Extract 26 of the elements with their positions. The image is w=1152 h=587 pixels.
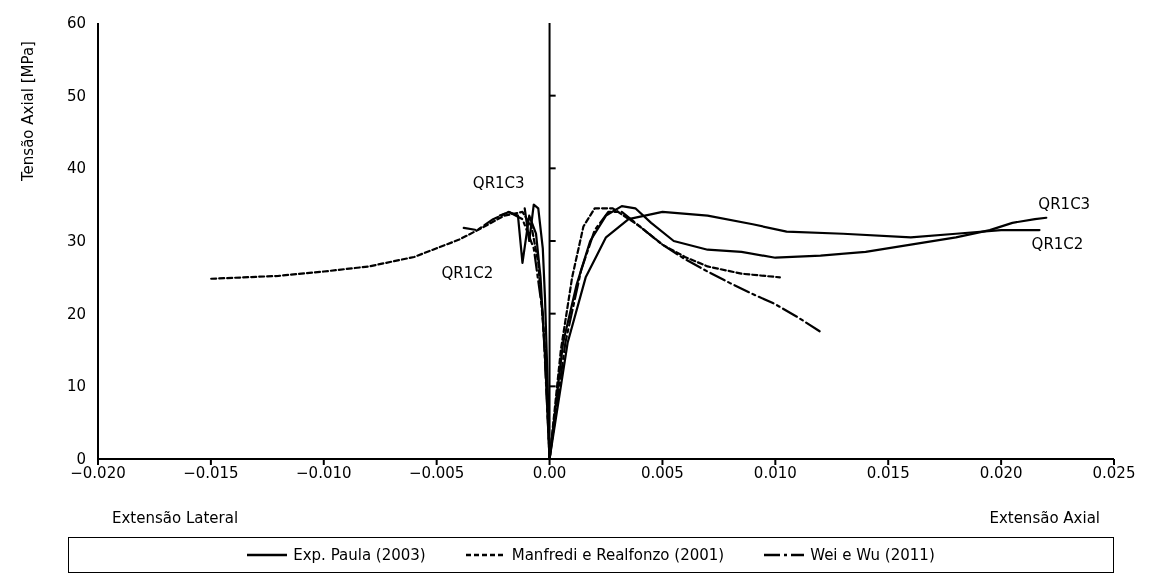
x-tick-label: −0.010	[296, 463, 352, 482]
annotation: QR1C3	[472, 173, 525, 192]
annotation: QR1C2	[1031, 235, 1084, 254]
y-tick-label: 50	[66, 86, 86, 105]
x-tick-label: 0.00	[532, 463, 567, 482]
x-tick-label: 0.015	[866, 463, 910, 482]
x-tick-label: 0.025	[1092, 463, 1136, 482]
x-tick-label: 0.020	[979, 463, 1023, 482]
y-tick-label: 10	[66, 377, 86, 396]
y-axis-title: Tensão Axial [MPa]	[19, 41, 38, 182]
x-tick-label: −0.015	[183, 463, 239, 482]
y-tick-label: 30	[66, 232, 86, 250]
x-tick-label: 0.010	[753, 463, 797, 482]
legend-label: Wei e Wu (2011)	[809, 546, 935, 564]
annotation: QR1C2	[441, 264, 494, 283]
x-tick-label: −0.005	[408, 463, 465, 482]
text: Extensão Lateral	[112, 509, 239, 527]
y-tick-label: 20	[66, 304, 86, 323]
legend-label: Manfredi e Realfonzo (2001)	[510, 546, 725, 564]
x-axis-title: Extensão Axial	[989, 509, 1100, 527]
x-tick-label: −0.020	[70, 463, 126, 482]
x-tick-label: 0.005	[640, 463, 684, 482]
y-tick-label: 60	[66, 14, 86, 32]
annotation: QR1C3	[1038, 195, 1091, 214]
legend-label: Exp. Paula (2003)	[292, 546, 426, 564]
y-tick-label: 40	[66, 159, 86, 178]
